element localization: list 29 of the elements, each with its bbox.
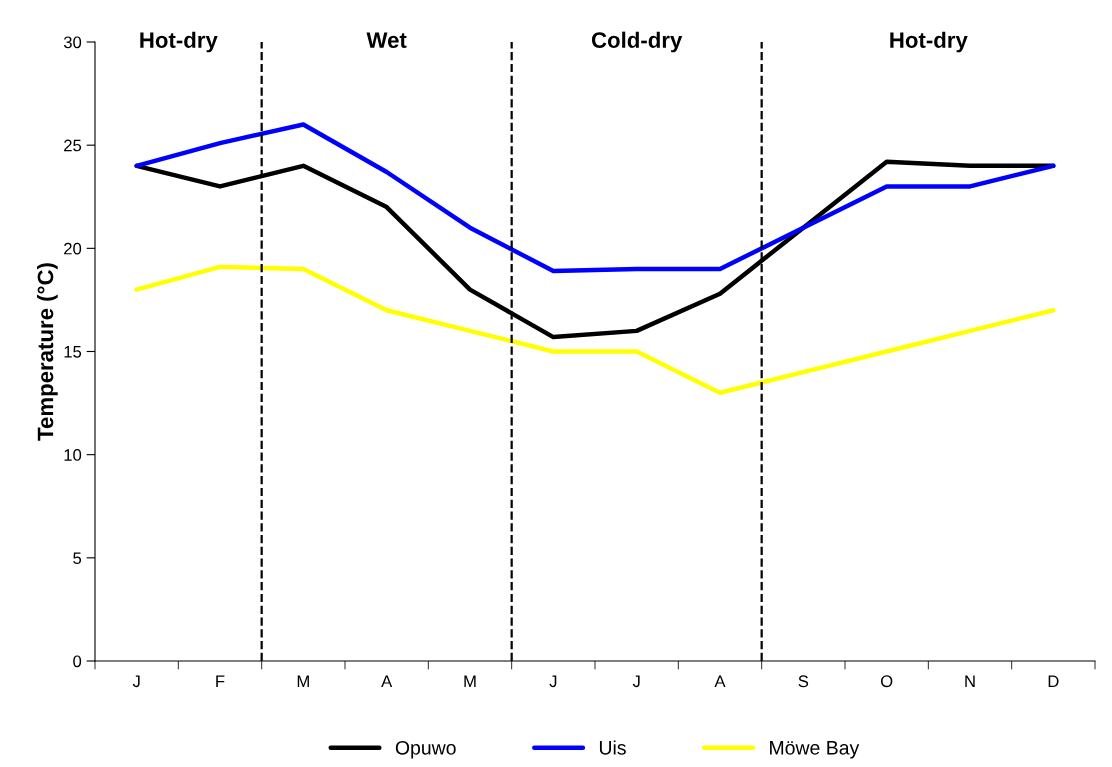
annotation: Wet <box>366 32 407 48</box>
annotation: Hot-dry <box>890 31 968 53</box>
y-tick-label: 10 <box>64 449 82 461</box>
y-tick-label: 5 <box>73 552 82 565</box>
x-tick-label: J <box>632 675 640 688</box>
y-tick-label: 25 <box>64 139 82 152</box>
x-tick-label: J <box>549 675 557 688</box>
x-tick-label: M <box>464 675 476 687</box>
x-tick-label: M <box>297 675 309 687</box>
y-tick-label: 0 <box>73 655 82 668</box>
x-tick-label: J <box>132 675 140 688</box>
annotation: Cold-dry <box>591 31 683 53</box>
x-tick-label: A <box>714 675 726 687</box>
line-series <box>134 264 1056 395</box>
x-tick-label: S <box>798 675 809 688</box>
y-axis-title: Temperature (°C) <box>37 263 58 441</box>
x-tick-label: A <box>381 675 393 687</box>
y-tick-label: 15 <box>64 346 82 358</box>
x-tick-label: D <box>1048 675 1059 687</box>
legend-label: Uis <box>599 740 626 755</box>
x-tick-label: N <box>965 675 975 687</box>
annotation: Hot-dry <box>140 31 218 53</box>
y-tick-label: 20 <box>64 242 82 255</box>
line-series <box>134 122 1056 274</box>
y-tick-label: 30 <box>63 36 82 49</box>
legend-label: Möwe Bay <box>770 741 860 759</box>
x-tick-label: F <box>216 675 225 687</box>
legend-label: Opuwo <box>395 740 456 759</box>
x-tick-label: O <box>880 675 893 688</box>
